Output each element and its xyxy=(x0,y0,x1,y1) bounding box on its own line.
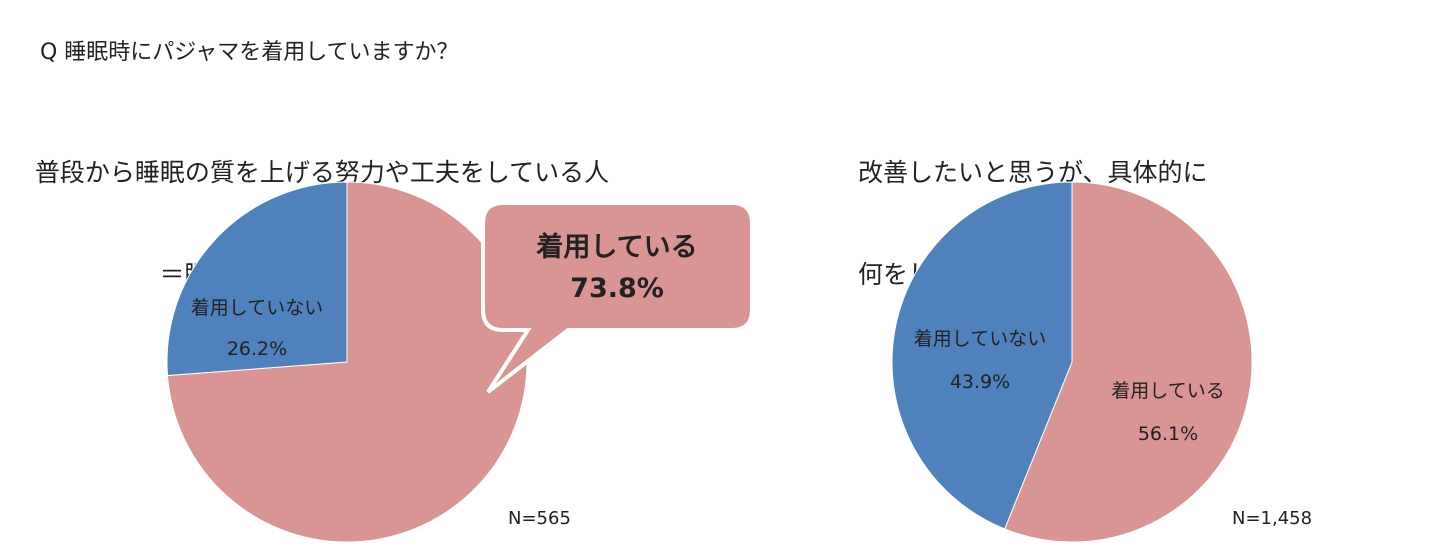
left-subtitle-line-1: 普段から睡眠の質を上げる努力や工夫をしている人 xyxy=(34,158,610,187)
left-label-not-wearing: 着用していない xyxy=(191,297,323,319)
right-label-not-wearing: 着用していない xyxy=(914,328,1046,350)
right-value-not-wearing: 43.9% xyxy=(950,371,1010,393)
right-pie-slices xyxy=(891,181,1253,543)
left-value-not-wearing: 26.2% xyxy=(227,338,287,360)
right-slice-not-wearing xyxy=(891,181,1073,530)
callout-label: 着用している xyxy=(535,231,697,263)
callout-bubble xyxy=(481,201,754,394)
question-title: Q 睡眠時にパジャマを着用していますか？ xyxy=(40,40,459,65)
left-pie-slices xyxy=(166,181,528,543)
left-slice-not-wearing xyxy=(166,181,348,377)
right-subtitle-line-1: 改善したいと思うが、具体的に xyxy=(858,158,1208,187)
left-sample-size: N=565 xyxy=(508,508,571,529)
right-value-wearing: 56.1% xyxy=(1138,423,1198,445)
right-slice-wearing xyxy=(1004,181,1253,543)
callout-value: 73.8% xyxy=(570,273,664,304)
right-label-wearing: 着用している xyxy=(1111,380,1224,402)
right-sample-size: N=1,458 xyxy=(1232,508,1313,529)
